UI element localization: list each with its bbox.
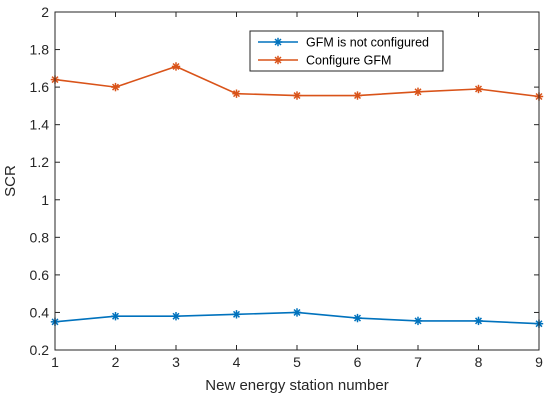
legend-label: Configure GFM — [306, 54, 391, 68]
data-point-s2-5 — [292, 91, 302, 100]
data-point-s1-4 — [232, 310, 241, 319]
y-tick-label: 1.6 — [30, 79, 50, 95]
x-tick-label: 4 — [233, 354, 241, 370]
y-tick-label: 1.4 — [30, 117, 50, 133]
x-tick-label: 1 — [51, 354, 59, 370]
y-tick-label: 0.4 — [30, 304, 50, 320]
legend-marker — [273, 55, 283, 65]
y-tick-label: 1.2 — [30, 154, 50, 170]
x-tick-label: 9 — [535, 354, 543, 370]
x-tick-label: 3 — [172, 354, 180, 370]
legend-label: GFM is not configured — [306, 36, 429, 50]
x-tick-label: 5 — [293, 354, 301, 370]
legend-item-2: Configure GFM — [258, 54, 391, 68]
y-axis-title: SCR — [2, 165, 19, 197]
x-axis-title: New energy station number — [205, 377, 388, 394]
data-point-s2-4 — [232, 89, 241, 98]
data-point-s1-5 — [292, 308, 302, 317]
data-point-s1-3 — [171, 312, 181, 321]
data-point-s2-2 — [111, 82, 120, 92]
y-tick-label: 1.8 — [30, 42, 50, 58]
ticks-layer: 1 2 3 4 5 6 7 8 9 0.2 0.4 0.6 0.8 1 1.2 1.4 1.6 1.8 2 — [30, 4, 544, 370]
y-tick-label: 0.6 — [30, 267, 50, 283]
legend-item-1: GFM is not configured — [258, 36, 429, 50]
x-tick-label: 6 — [354, 354, 362, 370]
y-tick-label: 2 — [41, 4, 49, 20]
data-point-s2-7 — [413, 87, 423, 97]
legend-box — [249, 30, 444, 72]
data-point-s2-6 — [353, 91, 362, 100]
legend-marker — [273, 37, 283, 47]
y-tick-label: 0.8 — [30, 229, 50, 245]
x-tick-label: 8 — [475, 354, 483, 370]
legend: GFM is not configured Configure GFM — [249, 30, 444, 72]
data-point-s1-2 — [111, 312, 120, 321]
data-point-s2-3 — [171, 62, 181, 71]
data-point-s2-8 — [474, 84, 483, 94]
data-point-s1-7 — [413, 316, 423, 326]
y-tick-label: 0.2 — [30, 342, 50, 358]
x-tick-label: 2 — [112, 354, 120, 370]
data-point-s1-8 — [474, 316, 483, 326]
y-tick-label: 1 — [41, 192, 49, 208]
x-tick-label: 7 — [414, 354, 422, 370]
data-point-s1-6 — [353, 313, 362, 323]
